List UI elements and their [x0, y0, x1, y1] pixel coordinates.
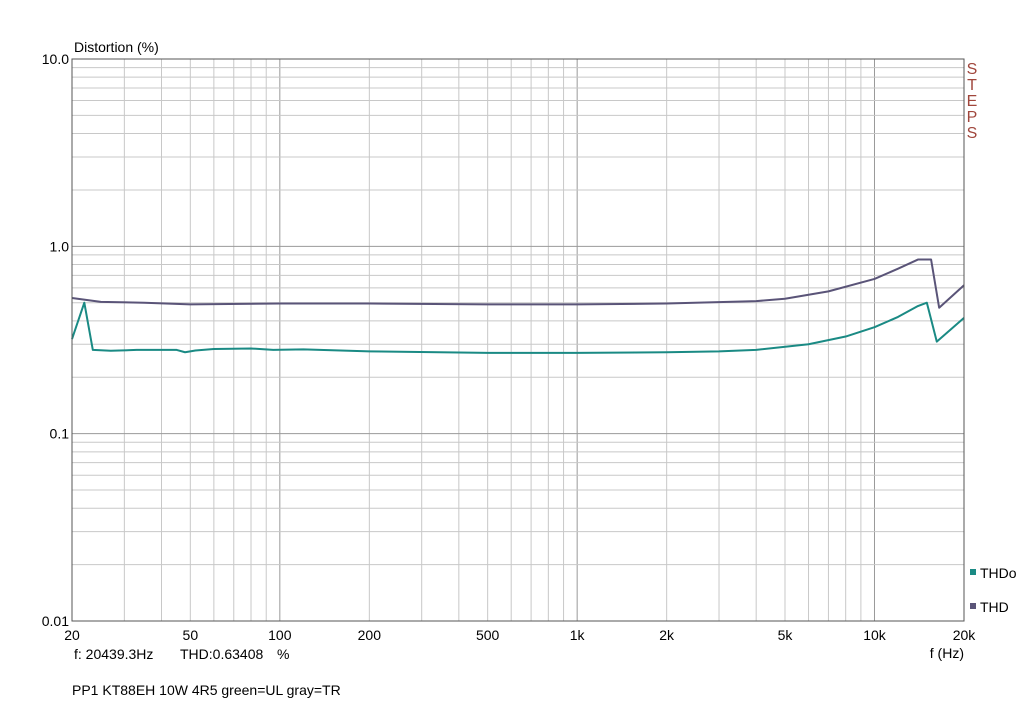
series-line-thdo [71, 301, 965, 354]
legend-label-thd: THD [980, 599, 1009, 615]
x-tick-label: 2k [659, 627, 675, 643]
x-tick-label: 5k [778, 627, 794, 643]
y-axis-label: Distortion (%) [74, 39, 159, 55]
y-tick-label: 0.1 [50, 426, 70, 442]
brand-letter: E [967, 93, 978, 110]
legend: THDo THD [970, 565, 1017, 615]
brand-letter: P [967, 109, 978, 126]
x-tick-label: 50 [183, 627, 199, 643]
x-tick-label: 500 [476, 627, 500, 643]
brand-letter: S [967, 61, 978, 78]
cursor-thd-unit: % [277, 646, 290, 662]
y-tick-label: 0.01 [42, 613, 69, 629]
cursor-thd-readout: THD:0.63408 [180, 646, 264, 662]
x-tick-label: 1k [570, 627, 586, 643]
cursor-frequency-readout: f: 20439.3Hz [74, 646, 154, 662]
legend-swatch-thdo [970, 569, 976, 575]
measurement-caption: PP1 KT88EH 10W 4R5 green=UL gray=TR [72, 682, 341, 698]
legend-label-thdo: THDo [980, 565, 1017, 581]
y-tick-label: 10.0 [42, 51, 69, 67]
grid [71, 59, 965, 622]
plot-frame [71, 58, 965, 622]
x-tick-label: 20 [64, 627, 80, 643]
x-tick-label: 100 [268, 627, 292, 643]
tick-labels: 20 50 100 200 500 1k 2k 5k 10k 20k 10.0 1.0 0.1 0.01 [42, 51, 977, 643]
x-axis-label: f (Hz) [930, 645, 964, 661]
series-line-thd [71, 258, 965, 309]
series-lines [71, 258, 965, 354]
x-tick-label: 10k [863, 627, 887, 643]
brand-letter: T [967, 77, 977, 94]
x-tick-label: 20k [953, 627, 977, 643]
brand-letter: S [967, 125, 978, 142]
y-tick-label: 1.0 [50, 238, 70, 254]
x-tick-label: 200 [358, 627, 382, 643]
legend-swatch-thd [970, 603, 976, 609]
